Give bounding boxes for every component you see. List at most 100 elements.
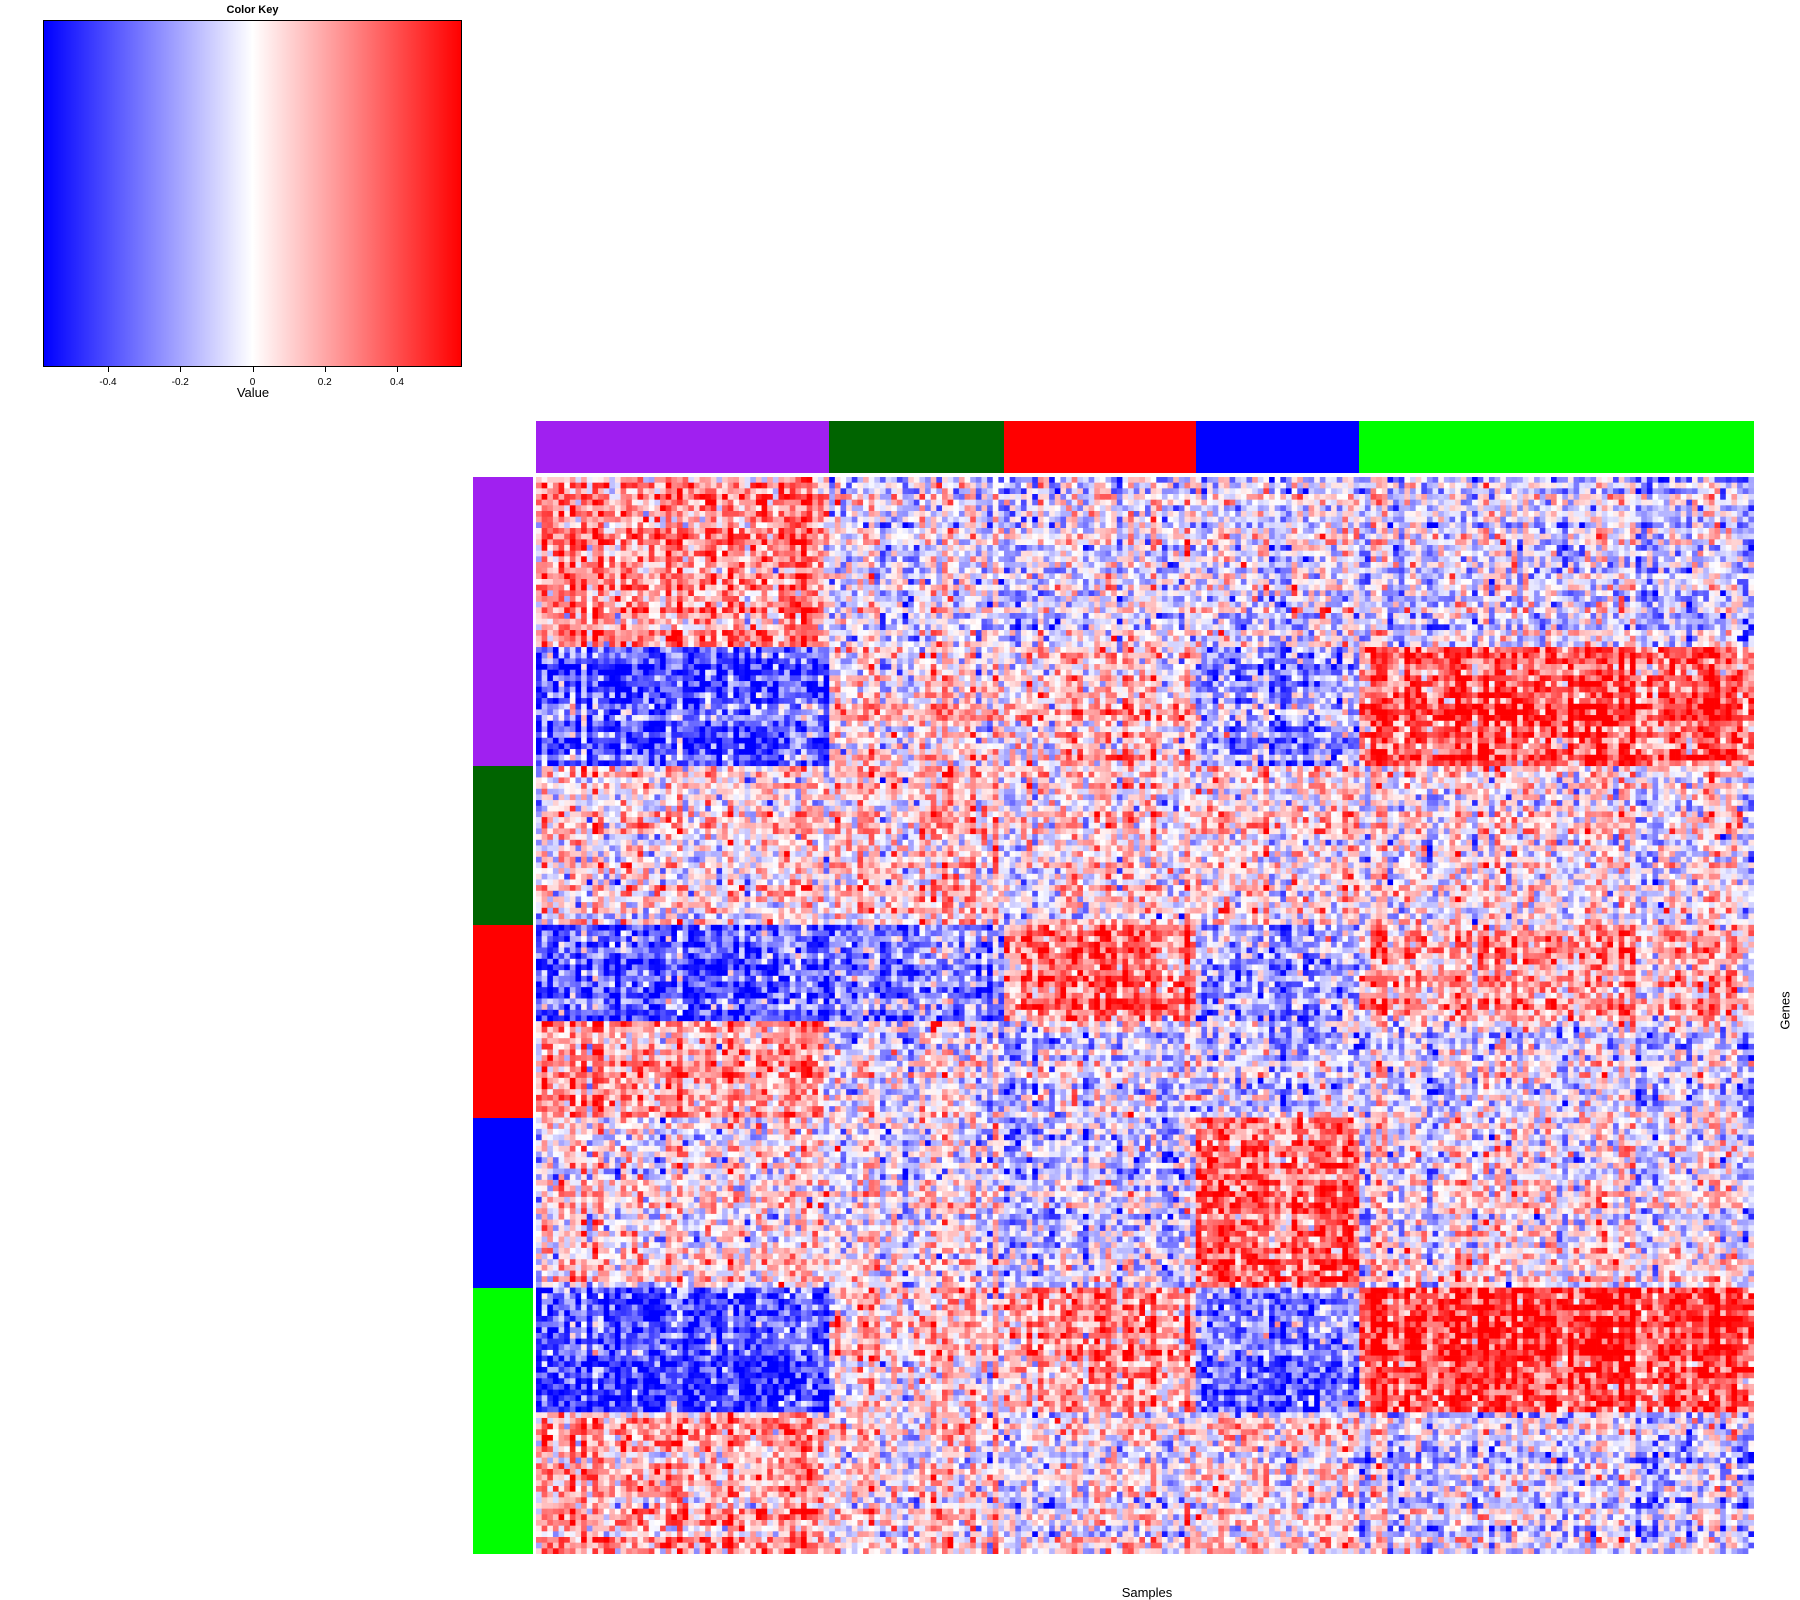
heatmap-cell [1675, 483, 1681, 489]
heatmap-cell [1207, 477, 1213, 483]
heatmap-cell [807, 477, 813, 483]
heatmap-cell [1720, 488, 1726, 494]
heatmap-cell [998, 494, 1004, 500]
heatmap-cell [1010, 477, 1016, 483]
heatmap-cell [1303, 483, 1309, 489]
heatmap-cell [891, 494, 897, 500]
heatmap-cell [1686, 494, 1692, 500]
heatmap-cell [1376, 477, 1382, 483]
heatmap-cell [536, 477, 542, 483]
row-group-4 [473, 1118, 533, 1289]
heatmap-cell [790, 494, 796, 500]
heatmap-cell [626, 477, 632, 483]
color-key-tick [108, 367, 109, 372]
heatmap-cell [1433, 494, 1439, 500]
heatmap-cell [705, 477, 711, 483]
heatmap-cell [1213, 488, 1219, 494]
heatmap-cell [1596, 494, 1602, 500]
heatmap-cell [756, 488, 762, 494]
heatmap-cell [1190, 488, 1196, 494]
heatmap-cell [1703, 477, 1709, 483]
heatmap-cell [1624, 483, 1630, 489]
heatmap-cell [1528, 488, 1534, 494]
heatmap-cell [1653, 477, 1659, 483]
heatmap-cell [1647, 477, 1653, 483]
heatmap-cell [807, 494, 813, 500]
heatmap-cell [863, 477, 869, 483]
heatmap-cell [1325, 494, 1331, 500]
heatmap-cell [762, 488, 768, 494]
heatmap-cell [638, 483, 644, 489]
heatmap-cell [1731, 494, 1737, 500]
heatmap-cell [1342, 494, 1348, 500]
heatmap-cell [1371, 488, 1377, 494]
heatmap-cell [936, 488, 942, 494]
heatmap-cell [1709, 477, 1715, 483]
heatmap-cell [1540, 488, 1546, 494]
heatmap-cell [1032, 494, 1038, 500]
heatmap-cell [739, 500, 745, 506]
heatmap-cell [818, 483, 824, 489]
heatmap-cell [1038, 488, 1044, 494]
heatmap-cell [660, 500, 666, 506]
heatmap-cell [1737, 494, 1743, 500]
heatmap-cell [649, 483, 655, 489]
heatmap-cell [1489, 488, 1495, 494]
heatmap-cell [688, 488, 694, 494]
heatmap-cell [908, 477, 914, 483]
heatmap-cell [1596, 477, 1602, 483]
heatmap-cell [700, 477, 706, 483]
column-group-3 [1004, 421, 1196, 473]
heatmap-cell [609, 477, 615, 483]
heatmap-cell [621, 477, 627, 483]
heatmap-cell [1376, 494, 1382, 500]
heatmap-cell [1145, 488, 1151, 494]
heatmap-cell [767, 494, 773, 500]
heatmap-cell [1122, 483, 1128, 489]
heatmap-cell [694, 483, 700, 489]
heatmap-cell [1579, 494, 1585, 500]
heatmap-cell [1523, 483, 1529, 489]
heatmap-cell [598, 483, 604, 489]
heatmap-cell [671, 488, 677, 494]
heatmap-cell [1354, 483, 1360, 489]
heatmap-cell [857, 477, 863, 483]
heatmap-cell [824, 483, 830, 489]
heatmap-cell [542, 488, 548, 494]
heatmap-cell [1489, 483, 1495, 489]
heatmap-cell [1613, 494, 1619, 500]
heatmap-cell [1551, 483, 1557, 489]
heatmap-cell [846, 494, 852, 500]
heatmap-cell [654, 494, 660, 500]
heatmap-cell [1574, 477, 1580, 483]
heatmap-cell [1100, 488, 1106, 494]
heatmap-cell [1613, 488, 1619, 494]
heatmap-cell [660, 483, 666, 489]
heatmap-cell [700, 483, 706, 489]
heatmap-cell [1686, 483, 1692, 489]
heatmap-cell [1168, 488, 1174, 494]
heatmap-cell [728, 494, 734, 500]
heatmap-cell [1151, 483, 1157, 489]
heatmap-cell [1399, 488, 1405, 494]
heatmap-cell [981, 483, 987, 489]
heatmap-cell [1466, 483, 1472, 489]
heatmap-cell [592, 483, 598, 489]
heatmap-cell [1275, 477, 1281, 483]
heatmap-cell [773, 483, 779, 489]
heatmap-cell [1156, 488, 1162, 494]
heatmap-cell [1653, 483, 1659, 489]
heatmap-cell [1247, 477, 1253, 483]
heatmap-cell [598, 477, 604, 483]
heatmap-cell [1545, 494, 1551, 500]
heatmap-cell [863, 494, 869, 500]
heatmap-cell [1015, 488, 1021, 494]
heatmap-cell [559, 494, 565, 500]
heatmap-cell [1466, 488, 1472, 494]
heatmap-cell [987, 483, 993, 489]
heatmap-cell [773, 477, 779, 483]
heatmap-cell [1224, 483, 1230, 489]
heatmap-cell [1077, 477, 1083, 483]
heatmap-cell [1348, 483, 1354, 489]
heatmap-cell [795, 494, 801, 500]
